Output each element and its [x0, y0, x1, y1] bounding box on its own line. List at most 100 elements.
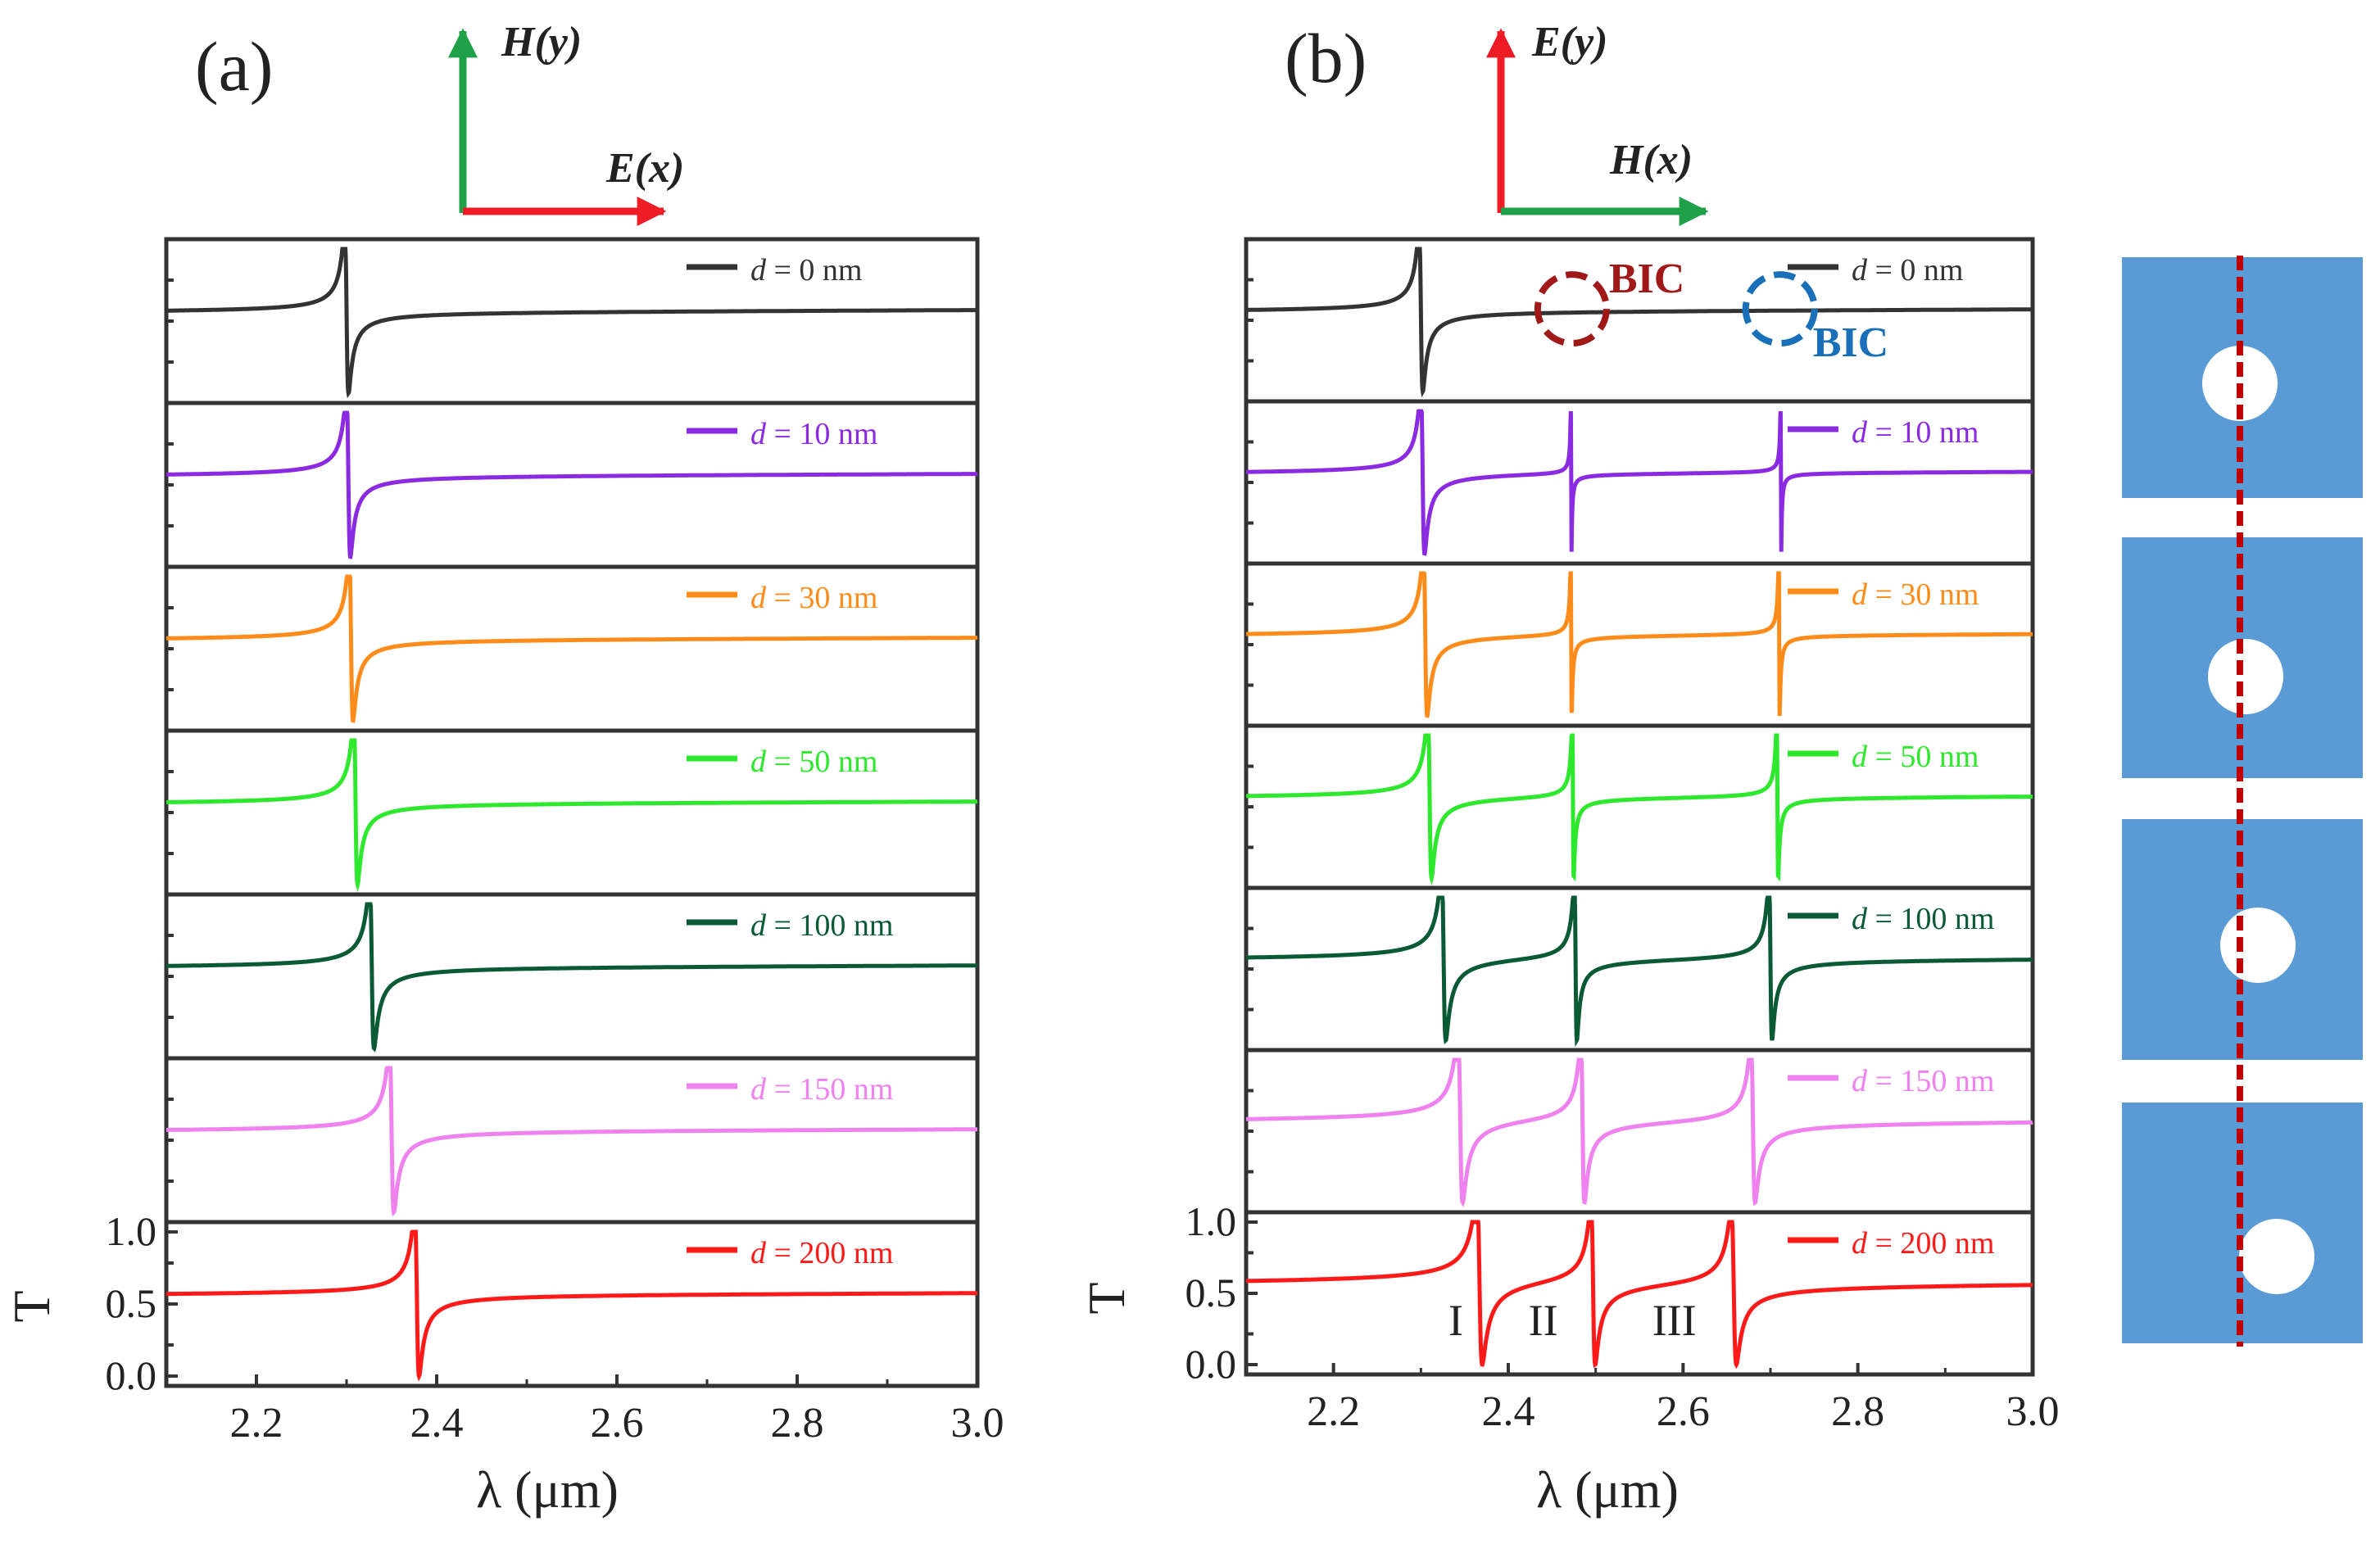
legend-label: d = 200 nm	[1852, 1226, 1995, 1261]
series-row: d = 0 nm	[1244, 237, 2035, 404]
y-axis-label: T	[1077, 1282, 1136, 1314]
hole	[2239, 1219, 2314, 1294]
legend-value: = 0 nm	[774, 253, 863, 288]
series-line	[166, 574, 977, 723]
legend-var: d	[1852, 577, 1875, 612]
series-line	[166, 902, 977, 1053]
legend-label: d = 50 nm	[1852, 740, 1979, 774]
series-row: d = 200 nm	[1244, 1210, 2035, 1377]
series-line	[1246, 1220, 2033, 1370]
legend-var: d	[1852, 415, 1875, 450]
series-line	[166, 1229, 977, 1382]
legend-label: d = 200 nm	[750, 1236, 894, 1270]
legend-value: = 50 nm	[774, 745, 878, 779]
legend-var: d	[1852, 1064, 1875, 1098]
legend-var: d	[750, 581, 774, 615]
panel-label: (b)	[1285, 19, 1367, 97]
plot-area: d = 0 nmd = 10 nmd = 30 nmd = 50 nmd = 1…	[106, 237, 1004, 1447]
plot-area: d = 0 nmd = 10 nmd = 30 nmd = 50 nmd = 1…	[1185, 237, 2060, 1435]
series-line	[166, 1066, 977, 1217]
series-row: d = 30 nm	[1244, 561, 2035, 728]
y-tick-label: 0.5	[106, 1280, 157, 1326]
bic-label: BIC	[1813, 319, 1888, 366]
x-tick-label: 2.4	[1482, 1388, 1535, 1435]
x-tick-label: 2.6	[591, 1400, 644, 1447]
series-line	[166, 410, 977, 559]
mode-label: III	[1652, 1296, 1697, 1345]
x-axis-label: λ (μm)	[1536, 1460, 1679, 1519]
series-row: d = 30 nm	[164, 564, 980, 733]
legend-var: d	[750, 908, 774, 943]
mode-label: II	[1529, 1296, 1558, 1345]
series-row: d = 10 nm	[164, 401, 980, 569]
x-tick-label: 2.8	[1831, 1388, 1884, 1435]
legend-value: = 200 nm	[774, 1236, 894, 1270]
legend-var: d	[1852, 740, 1875, 774]
series-line	[1246, 247, 2033, 398]
unit-cell-schematic	[2122, 256, 2363, 1347]
legend-value: = 100 nm	[1875, 902, 1995, 936]
series-line	[166, 247, 977, 399]
x-axis-label: λ (μm)	[476, 1460, 619, 1519]
y-tick-label: 1.0	[1185, 1198, 1237, 1244]
legend-label: d = 0 nm	[1852, 253, 1964, 288]
hole	[2220, 908, 2296, 983]
series-row: d = 50 nm	[1244, 723, 2035, 890]
legend-var: d	[750, 1072, 774, 1107]
series-line	[1246, 733, 2033, 886]
legend-label: d = 10 nm	[1852, 415, 1979, 450]
series-line	[1246, 895, 2033, 1048]
legend-label: d = 30 nm	[750, 581, 878, 615]
legend-value: = 0 nm	[1875, 253, 1964, 288]
legend-value: = 200 nm	[1875, 1226, 1995, 1261]
series-row: d = 100 nm	[1244, 885, 2035, 1053]
y-axis-label: T	[2, 1290, 61, 1322]
legend-label: d = 50 nm	[750, 745, 878, 779]
bic-label: BIC	[1609, 256, 1684, 302]
panel-label: (a)	[195, 27, 273, 106]
legend-var: d	[1852, 902, 1875, 936]
legend-label: d = 100 nm	[1852, 902, 1995, 936]
legend-value: = 10 nm	[774, 417, 878, 451]
x-tick-label: 3.0	[951, 1400, 1004, 1447]
legend-label: d = 150 nm	[750, 1072, 894, 1107]
panel-b: (b) E(y) H(x) d = 0 nmd = 10 nmd = 30 nm…	[1077, 19, 2060, 1519]
vertical-axis-label: H(y)	[501, 19, 582, 66]
legend-var: d	[1852, 253, 1875, 288]
bic-marker	[1742, 271, 1818, 347]
series-row: d = 150 nm	[1244, 1048, 2035, 1215]
x-tick-label: 2.6	[1657, 1388, 1710, 1435]
legend-value: = 30 nm	[1875, 577, 1979, 612]
series-row: d = 100 nm	[164, 892, 980, 1061]
legend-label: d = 100 nm	[750, 908, 894, 943]
series-line	[166, 738, 977, 893]
hole	[2208, 639, 2283, 714]
y-tick-label: 0.5	[1185, 1270, 1237, 1315]
legend-value: = 50 nm	[1875, 740, 1979, 774]
legend-var: d	[750, 253, 774, 288]
x-tick-label: 2.2	[230, 1400, 283, 1447]
mode-label: I	[1448, 1296, 1463, 1345]
panel-a: (a) H(y) E(x) d = 0 nmd = 10 nmd = 30 nm…	[2, 19, 1004, 1519]
legend-var: d	[1852, 1226, 1875, 1261]
legend-label: d = 150 nm	[1852, 1064, 1995, 1098]
series-row: d = 200 nm	[164, 1220, 980, 1388]
x-tick-label: 3.0	[2006, 1388, 2060, 1435]
series-row: d = 150 nm	[164, 1056, 980, 1225]
vertical-axis-label: E(y)	[1531, 19, 1607, 66]
y-tick-label: 1.0	[106, 1208, 157, 1254]
series-row: d = 0 nm	[164, 237, 980, 405]
legend-var: d	[750, 745, 774, 779]
legend-var: d	[750, 1236, 774, 1270]
series-line	[1246, 409, 2033, 556]
y-tick-label: 0.0	[106, 1352, 157, 1398]
polarization-axes: E(y) H(x)	[1486, 19, 1709, 226]
legend-label: d = 30 nm	[1852, 577, 1979, 612]
series-row: d = 10 nm	[1244, 399, 2035, 566]
legend-value: = 30 nm	[774, 581, 878, 615]
polarization-axes: H(y) E(x)	[448, 19, 684, 226]
legend-value: = 150 nm	[1875, 1064, 1995, 1098]
x-tick-label: 2.8	[771, 1400, 824, 1447]
horizontal-axis-label: E(x)	[605, 145, 684, 192]
